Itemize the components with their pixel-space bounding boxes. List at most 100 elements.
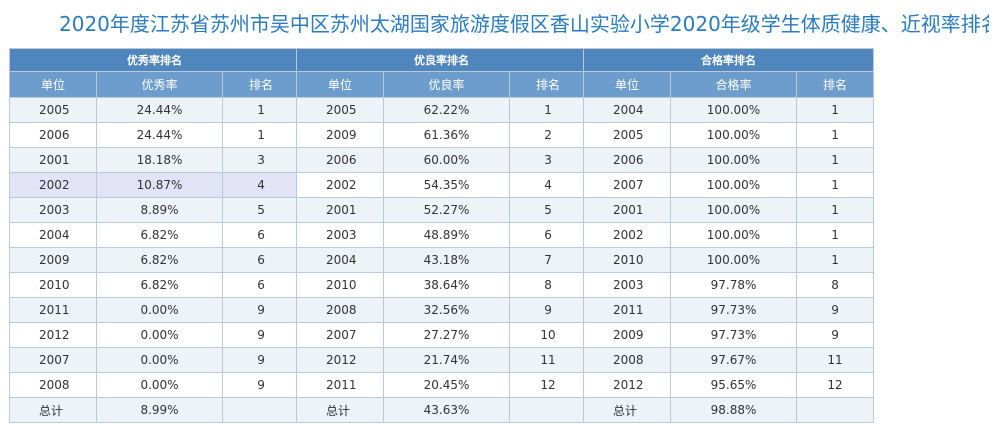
rate-cell: 100.00% bbox=[670, 172, 797, 198]
table-caption: 优良率排名 bbox=[295, 48, 588, 72]
unit-cell: 2010 bbox=[9, 272, 97, 298]
table-row: 2012 95.65% 12 bbox=[583, 372, 875, 398]
rank-cell: 1 bbox=[795, 172, 875, 198]
rank-cell: 12 bbox=[795, 372, 875, 398]
rank-cell: 6 bbox=[508, 222, 588, 248]
total-label: 总计 bbox=[9, 397, 97, 423]
table-row: 2009 6.82% 6 bbox=[9, 247, 301, 273]
rank-cell: 7 bbox=[508, 247, 588, 273]
table-row: 2010 38.64% 8 bbox=[296, 272, 588, 298]
rate-cell: 20.45% bbox=[383, 372, 510, 398]
total-label: 总计 bbox=[583, 397, 671, 423]
rank-cell: 11 bbox=[795, 347, 875, 373]
table-row: 2004 6.82% 6 bbox=[9, 222, 301, 248]
unit-cell: 2004 bbox=[9, 222, 97, 248]
unit-cell: 2005 bbox=[9, 97, 97, 123]
page-title: 2020年度江苏省苏州市吴中区苏州太湖国家旅游度假区香山实验小学2020年级学生… bbox=[59, 12, 989, 36]
unit-cell: 2009 bbox=[583, 322, 671, 348]
rank-cell: 3 bbox=[508, 147, 588, 173]
rate-cell: 0.00% bbox=[96, 372, 223, 398]
total-label: 总计 bbox=[296, 397, 384, 423]
rate-cell: 48.89% bbox=[383, 222, 510, 248]
unit-cell: 2003 bbox=[9, 197, 97, 223]
table-row: 2007 27.27% 10 bbox=[296, 322, 588, 348]
rank-cell: 2 bbox=[508, 122, 588, 148]
rate-cell: 60.00% bbox=[383, 147, 510, 173]
table-row: 2005 24.44% 1 bbox=[9, 97, 301, 123]
rate-cell: 0.00% bbox=[96, 347, 223, 373]
rank-cell: 6 bbox=[221, 247, 301, 273]
unit-cell: 2002 bbox=[583, 222, 671, 248]
unit-cell: 2001 bbox=[583, 197, 671, 223]
table-row: 2003 48.89% 6 bbox=[296, 222, 588, 248]
rank-cell: 10 bbox=[508, 322, 588, 348]
rate-cell: 97.67% bbox=[670, 347, 797, 373]
rank-cell: 1 bbox=[508, 97, 588, 123]
column-header-rank: 排名 bbox=[508, 71, 588, 98]
column-header-unit: 单位 bbox=[296, 71, 384, 98]
rate-cell: 24.44% bbox=[96, 97, 223, 123]
table-row: 2006 100.00% 1 bbox=[583, 147, 875, 173]
unit-cell: 2008 bbox=[9, 372, 97, 398]
rank-cell: 4 bbox=[221, 172, 301, 198]
table-row: 2008 0.00% 9 bbox=[9, 372, 301, 398]
column-header-unit: 单位 bbox=[583, 71, 671, 98]
unit-cell: 2010 bbox=[583, 247, 671, 273]
rate-cell: 0.00% bbox=[96, 297, 223, 323]
rank-cell: 5 bbox=[221, 197, 301, 223]
total-rate: 8.99% bbox=[96, 397, 223, 423]
rank-cell: 9 bbox=[508, 297, 588, 323]
table-row: 2011 97.73% 9 bbox=[583, 297, 875, 323]
total-row: 总计 43.63% bbox=[296, 397, 588, 423]
table-row: 2005 62.22% 1 bbox=[296, 97, 588, 123]
rate-cell: 62.22% bbox=[383, 97, 510, 123]
table-row: 2004 100.00% 1 bbox=[583, 97, 875, 123]
rank-cell: 1 bbox=[795, 222, 875, 248]
column-header-rate: 合格率 bbox=[670, 71, 797, 98]
table-row-highlighted: 2002 10.87% 4 bbox=[9, 172, 301, 198]
column-header-rank: 排名 bbox=[221, 71, 301, 98]
unit-cell: 2004 bbox=[583, 97, 671, 123]
rate-cell: 97.73% bbox=[670, 322, 797, 348]
rate-cell: 18.18% bbox=[96, 147, 223, 173]
table-row: 2006 60.00% 3 bbox=[296, 147, 588, 173]
column-header-unit: 单位 bbox=[9, 71, 97, 98]
table-row: 2005 100.00% 1 bbox=[583, 122, 875, 148]
total-rate: 43.63% bbox=[383, 397, 510, 423]
rank-cell: 6 bbox=[221, 272, 301, 298]
table-row: 2004 43.18% 7 bbox=[296, 247, 588, 273]
rank-cell: 1 bbox=[795, 197, 875, 223]
table-row: 2002 54.35% 4 bbox=[296, 172, 588, 198]
rate-cell: 54.35% bbox=[383, 172, 510, 198]
rank-cell: 1 bbox=[795, 97, 875, 123]
rate-cell: 32.56% bbox=[383, 297, 510, 323]
unit-cell: 2002 bbox=[9, 172, 97, 198]
unit-cell: 2010 bbox=[296, 272, 384, 298]
table-row: 2003 8.89% 5 bbox=[9, 197, 301, 223]
table-row: 2009 61.36% 2 bbox=[296, 122, 588, 148]
unit-cell: 2005 bbox=[296, 97, 384, 123]
rate-cell: 97.78% bbox=[670, 272, 797, 298]
rate-cell: 43.18% bbox=[383, 247, 510, 273]
table-row: 2001 18.18% 3 bbox=[9, 147, 301, 173]
rank-cell: 8 bbox=[795, 272, 875, 298]
unit-cell: 2011 bbox=[9, 297, 97, 323]
unit-cell: 2001 bbox=[296, 197, 384, 223]
unit-cell: 2011 bbox=[296, 372, 384, 398]
unit-cell: 2011 bbox=[583, 297, 671, 323]
rank-cell: 1 bbox=[795, 122, 875, 148]
rate-cell: 95.65% bbox=[670, 372, 797, 398]
unit-cell: 2012 bbox=[583, 372, 671, 398]
rate-cell: 0.00% bbox=[96, 322, 223, 348]
good-rate-ranking-table: 优良率排名 单位 优良率 排名 2005 62.22% 1 2009 61.36% 2 … bbox=[295, 48, 588, 423]
rate-cell: 52.27% bbox=[383, 197, 510, 223]
table-row: 2007 0.00% 9 bbox=[9, 347, 301, 373]
rank-cell: 1 bbox=[221, 97, 301, 123]
rate-cell: 38.64% bbox=[383, 272, 510, 298]
rate-cell: 100.00% bbox=[670, 122, 797, 148]
total-rank bbox=[221, 397, 301, 423]
table-row: 2012 21.74% 11 bbox=[296, 347, 588, 373]
unit-cell: 2006 bbox=[583, 147, 671, 173]
unit-cell: 2012 bbox=[9, 322, 97, 348]
rank-cell: 11 bbox=[508, 347, 588, 373]
